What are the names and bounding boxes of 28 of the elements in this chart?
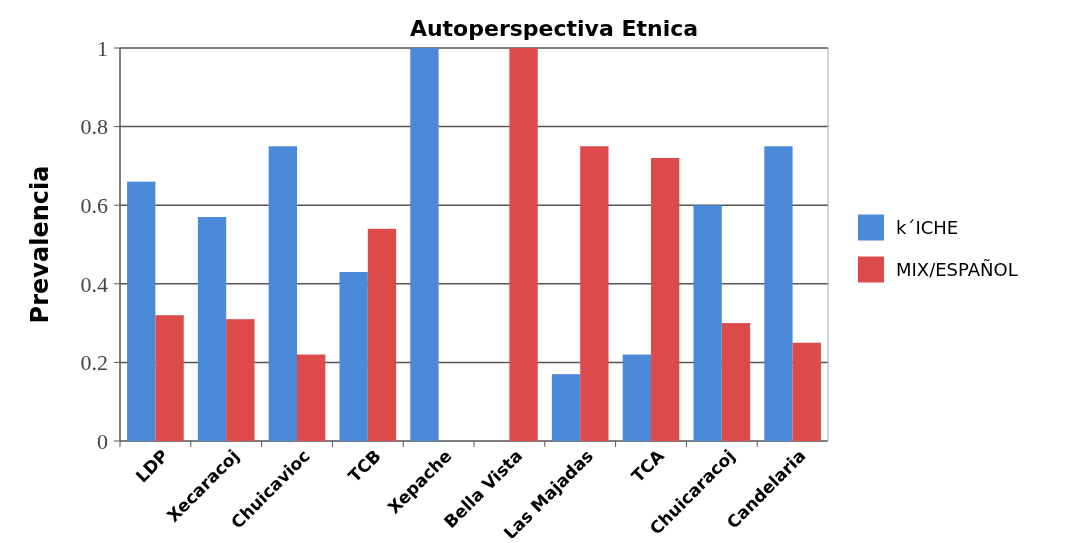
y-tick-label: 0 (97, 428, 108, 454)
y-tick-label: 0.8 (80, 114, 108, 140)
bar (721, 323, 751, 441)
chart-title: Autoperspectiva Etnica (409, 16, 699, 41)
bar (226, 319, 255, 441)
bar (367, 228, 397, 441)
bar (651, 158, 680, 441)
bar (551, 374, 581, 441)
bar (297, 354, 326, 441)
legend-label: k´ICHE (896, 216, 959, 238)
bar (580, 146, 609, 441)
y-tick-label: 1 (97, 35, 108, 61)
bar (410, 48, 439, 441)
y-tick-label: 0.6 (80, 192, 108, 218)
bar (792, 342, 821, 441)
legend-label: MIX/ESPAÑOL (896, 258, 1018, 280)
y-axis-title: Prevalencia (26, 165, 54, 324)
y-tick-label: 0.4 (80, 271, 108, 297)
bar (693, 205, 722, 441)
bar (155, 315, 184, 441)
bar (764, 146, 793, 441)
bar (127, 181, 156, 441)
bar (339, 272, 368, 441)
y-tick-label: 0.2 (80, 350, 108, 376)
bar (509, 48, 538, 441)
bar (622, 354, 651, 441)
bar (268, 146, 297, 441)
bar (197, 216, 227, 441)
